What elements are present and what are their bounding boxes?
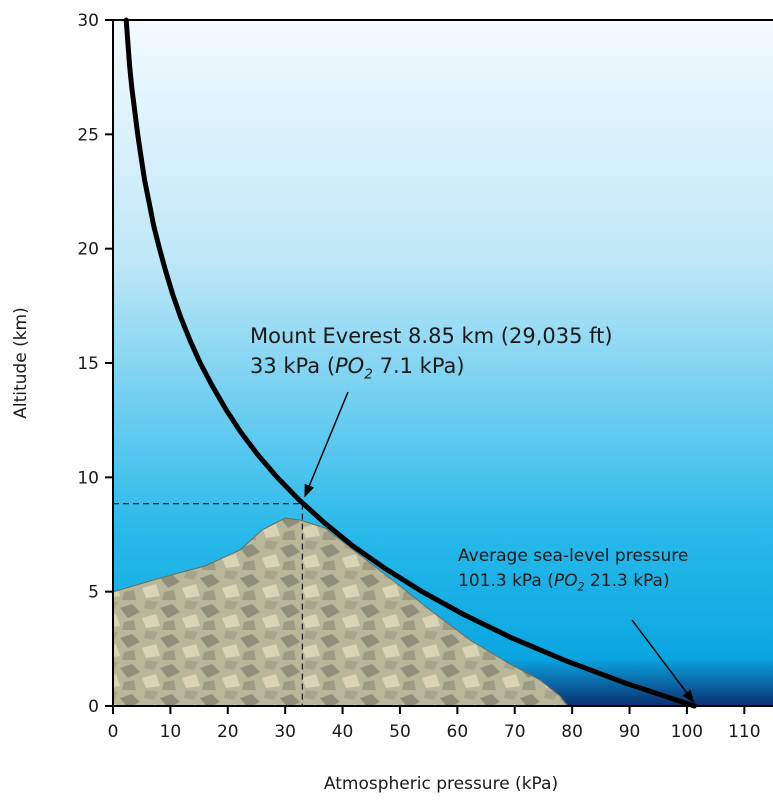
annotation-text: Mount Everest 8.85 km (29,035 ft) [250, 324, 613, 348]
annotation-arrow [631, 619, 688, 694]
annotation-segment: 33 kPa ( [250, 354, 335, 378]
x-tick-label: 50 [389, 722, 411, 742]
annotation-segment: 101.3 kPa ( [458, 571, 554, 591]
x-tick-label: 110 [728, 722, 760, 742]
y-tick-label: 20 [77, 240, 99, 260]
annotation-segment: 2 [364, 366, 373, 382]
x-tick-label: 20 [217, 722, 239, 742]
y-tick-label: 25 [77, 125, 99, 145]
annotation-segment: 21.3 kPa) [585, 571, 670, 591]
y-tick-label: 15 [77, 354, 99, 374]
x-tick-label: 80 [561, 722, 583, 742]
annotation-segment: PO [335, 354, 364, 378]
x-tick-label: 0 [108, 722, 119, 742]
annotation-segment: 7.1 kPa) [373, 354, 465, 378]
arrow-head [304, 483, 314, 498]
arrow-head [682, 689, 695, 703]
x-tick-label: 30 [274, 722, 296, 742]
x-tick-label: 60 [447, 722, 469, 742]
annotation-text: 101.3 kPa (PO2 21.3 kPa) [458, 571, 670, 593]
annotation-segment: Mount Everest 8.85 km (29,035 ft) [250, 324, 613, 348]
x-tick-label: 40 [332, 722, 354, 742]
x-tick-label: 10 [160, 722, 182, 742]
annotation-segment: Average sea-level pressure [458, 546, 688, 566]
annotation-segment: PO [554, 571, 578, 591]
mountain [112, 517, 570, 707]
y-tick-label: 10 [77, 468, 99, 488]
y-tick-label: 0 [88, 697, 99, 717]
x-tick-label: 70 [504, 722, 526, 742]
annotation-text: Average sea-level pressure [458, 546, 688, 566]
annotation-segment: 2 [578, 580, 585, 593]
x-tick-label: 100 [671, 722, 703, 742]
annotation-arrow [308, 391, 349, 486]
x-tick-label: 90 [619, 722, 641, 742]
x-axis-label: Atmospheric pressure (kPa) [324, 774, 558, 794]
annotation-text: 33 kPa (PO2 7.1 kPa) [250, 354, 465, 382]
y-tick-label: 5 [88, 583, 99, 603]
y-axis-label: Altitude (km) [11, 307, 31, 419]
y-tick-label: 30 [77, 11, 99, 31]
altitude-curve [123, 17, 697, 709]
